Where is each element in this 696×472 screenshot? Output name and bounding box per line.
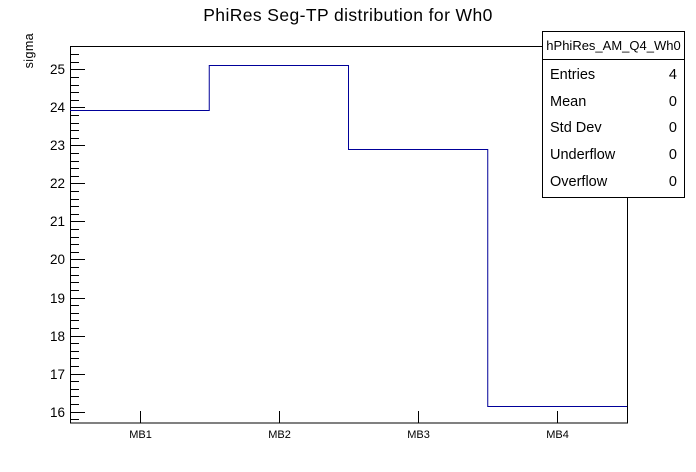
x-axis-ticks	[140, 411, 558, 423]
stats-box-title: hPhiRes_AM_Q4_Wh0	[543, 32, 684, 60]
y-tick-label: 16	[50, 405, 65, 420]
stats-row-label: Mean	[550, 93, 587, 110]
y-axis-tick-labels: 16 17 18 19 20 21 22 23 24 25	[50, 62, 66, 420]
y-tick-label: 22	[50, 176, 65, 191]
histogram-series	[70, 65, 627, 407]
stats-row-value: 0	[668, 120, 677, 137]
y-tick-label: 20	[50, 252, 65, 267]
stats-row-value: 0	[668, 93, 677, 110]
x-tick-label: MB4	[546, 429, 569, 441]
stats-row-label: Entries	[550, 67, 596, 84]
x-tick-label: MB2	[268, 429, 291, 441]
y-axis-minor-ticks	[70, 54, 79, 420]
plot-frame	[70, 46, 628, 424]
stats-row-value: 0	[668, 173, 677, 190]
stats-row: Mean 0	[543, 94, 684, 110]
stats-row: Entries 4	[543, 67, 684, 83]
y-tick-label: 23	[50, 138, 65, 153]
y-tick-label: 18	[50, 329, 65, 344]
stats-row: Underflow 0	[543, 147, 684, 163]
stats-row-value: 0	[668, 147, 677, 164]
y-tick-label: 21	[50, 214, 65, 229]
stats-row: Overflow 0	[543, 174, 684, 190]
stats-box-rows: Entries 4 Mean 0 Std Dev 0 Underflow 0 O…	[543, 60, 684, 197]
histogram-line	[70, 65, 627, 407]
y-tick-label: 19	[50, 291, 65, 306]
stats-row-label: Std Dev	[550, 120, 602, 137]
y-axis-major-ticks	[70, 69, 85, 413]
stats-row-label: Overflow	[550, 173, 608, 190]
stats-box: hPhiRes_AM_Q4_Wh0 Entries 4 Mean 0 Std D…	[542, 31, 685, 198]
stats-row-value: 4	[668, 67, 677, 84]
y-tick-label: 24	[50, 100, 66, 115]
y-tick-label: 17	[50, 367, 65, 382]
stats-row-label: Underflow	[550, 147, 616, 164]
x-tick-label: MB3	[407, 429, 430, 441]
y-tick-label: 25	[50, 62, 65, 77]
chart-title: PhiRes Seg-TP distribution for Wh0	[203, 5, 493, 25]
x-axis-tick-labels: MB1 MB2 MB3 MB4	[129, 429, 569, 441]
stats-row: Std Dev 0	[543, 120, 684, 136]
plot-frame-group	[70, 46, 628, 424]
x-tick-label: MB1	[129, 429, 152, 441]
